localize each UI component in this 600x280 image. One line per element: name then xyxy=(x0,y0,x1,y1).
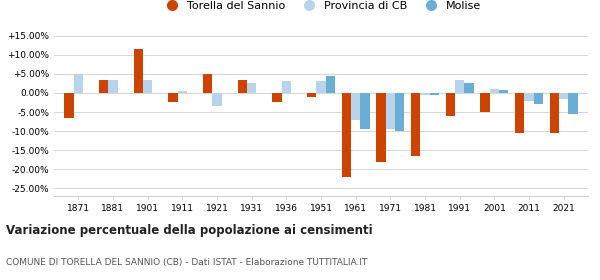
Bar xyxy=(395,93,404,131)
Bar xyxy=(524,93,534,101)
Bar xyxy=(446,93,455,116)
Bar xyxy=(499,90,508,93)
Legend: Torella del Sannio, Provincia di CB, Molise: Torella del Sannio, Provincia di CB, Mol… xyxy=(157,0,485,15)
Text: Variazione percentuale della popolazione ai censimenti: Variazione percentuale della popolazione… xyxy=(6,224,373,237)
Bar xyxy=(281,81,291,93)
Bar xyxy=(376,93,386,162)
Bar xyxy=(351,93,361,120)
Bar xyxy=(203,74,212,93)
Text: COMUNE DI TORELLA DEL SANNIO (CB) - Dati ISTAT - Elaborazione TUTTITALIA.IT: COMUNE DI TORELLA DEL SANNIO (CB) - Dati… xyxy=(6,258,367,267)
Bar xyxy=(178,91,187,93)
Bar xyxy=(212,93,221,106)
Bar xyxy=(108,80,118,93)
Bar xyxy=(143,80,152,93)
Bar xyxy=(455,80,464,93)
Bar xyxy=(238,80,247,93)
Bar xyxy=(307,93,316,97)
Bar xyxy=(361,93,370,129)
Bar xyxy=(464,83,474,93)
Bar xyxy=(316,81,326,93)
Bar xyxy=(247,83,256,93)
Bar xyxy=(559,93,568,99)
Bar xyxy=(326,76,335,93)
Bar xyxy=(411,93,421,156)
Bar xyxy=(74,74,83,93)
Bar xyxy=(481,93,490,112)
Bar xyxy=(168,93,178,102)
Bar xyxy=(64,93,74,118)
Bar xyxy=(550,93,559,133)
Bar xyxy=(534,93,543,104)
Bar xyxy=(99,80,108,93)
Bar xyxy=(568,93,578,114)
Bar xyxy=(515,93,524,133)
Bar xyxy=(421,93,430,95)
Bar xyxy=(490,89,499,93)
Bar xyxy=(341,93,351,177)
Bar xyxy=(272,93,281,102)
Bar xyxy=(430,93,439,95)
Bar xyxy=(134,49,143,93)
Bar xyxy=(386,93,395,129)
